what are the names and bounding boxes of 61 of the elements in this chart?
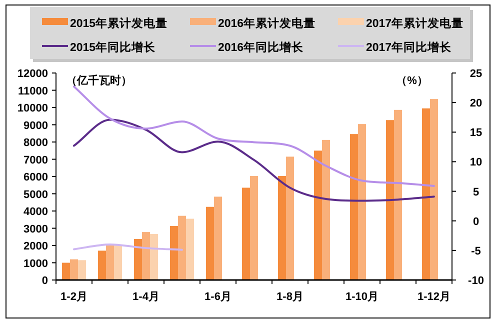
y-axis-title: （亿千瓦时） bbox=[66, 74, 132, 87]
bar bbox=[314, 150, 322, 280]
x-tick-label: 1-2月 bbox=[60, 291, 88, 303]
y-tick-label: 2000 bbox=[24, 240, 48, 252]
x-tick-label: 1-12月 bbox=[417, 291, 451, 303]
bar bbox=[150, 234, 158, 280]
bar bbox=[430, 99, 438, 280]
x-tick-label: 1-4月 bbox=[132, 291, 160, 303]
bar bbox=[250, 176, 258, 280]
y-tick-label: 1000 bbox=[24, 258, 48, 270]
legend-label: 2017年累计发电量 bbox=[366, 16, 464, 30]
y-tick-label: 5000 bbox=[24, 188, 48, 201]
bar bbox=[78, 260, 86, 280]
bar bbox=[178, 216, 186, 280]
y2-tick-label: 15 bbox=[470, 127, 482, 140]
y-tick-label: 8000 bbox=[24, 137, 48, 149]
legend-label: 2015年同比增长 bbox=[70, 40, 157, 54]
bar bbox=[286, 156, 294, 280]
y2-tick-label: 20 bbox=[470, 98, 482, 110]
bar bbox=[70, 259, 78, 280]
bar bbox=[214, 196, 222, 280]
y2-tick-label: 25 bbox=[470, 68, 482, 80]
bar bbox=[114, 246, 122, 280]
y-tick-label: 3000 bbox=[24, 223, 48, 236]
x-tick-label: 1-6月 bbox=[204, 291, 232, 303]
bar bbox=[278, 176, 286, 280]
bar bbox=[98, 250, 106, 280]
y2-tick-label: 10 bbox=[470, 156, 482, 169]
bar bbox=[386, 120, 394, 280]
legend-label: 2016年同比增长 bbox=[218, 40, 305, 54]
y-tick-label: 6000 bbox=[24, 172, 48, 184]
bar bbox=[422, 108, 430, 280]
bar bbox=[394, 110, 402, 280]
y-tick-label: 10000 bbox=[17, 102, 48, 114]
legend-label: 2016年累计发电量 bbox=[218, 16, 316, 30]
legend-label: 2017年同比增长 bbox=[366, 40, 453, 54]
y-tick-label: 0 bbox=[42, 275, 48, 287]
x-tick-label: 1-8月 bbox=[276, 291, 304, 303]
y2-axis-title: （%） bbox=[396, 75, 428, 87]
bar bbox=[242, 188, 250, 280]
y-tick-label: 4000 bbox=[24, 206, 48, 218]
bar bbox=[322, 140, 330, 280]
y-tick-label: 9000 bbox=[24, 120, 48, 132]
y-tick-label: 11000 bbox=[18, 85, 48, 98]
bar bbox=[106, 244, 114, 280]
bar bbox=[206, 206, 214, 280]
bar bbox=[186, 218, 194, 280]
bar bbox=[170, 226, 178, 280]
y2-tick-label: 5 bbox=[472, 186, 480, 198]
y2-tick-label: -10 bbox=[468, 275, 484, 287]
bar bbox=[62, 262, 70, 280]
y-tick-label: 12000 bbox=[17, 68, 48, 80]
bar bbox=[350, 134, 358, 280]
y2-tick-label: 0 bbox=[472, 216, 480, 228]
bar bbox=[134, 238, 142, 280]
y-tick-label: 7000 bbox=[24, 154, 48, 166]
legend-label: 2015年累计发电量 bbox=[70, 16, 168, 30]
x-tick-label: 1-10月 bbox=[345, 291, 379, 303]
y2-tick-label: -5 bbox=[471, 245, 481, 258]
bar bbox=[358, 124, 366, 280]
bar bbox=[142, 232, 150, 280]
